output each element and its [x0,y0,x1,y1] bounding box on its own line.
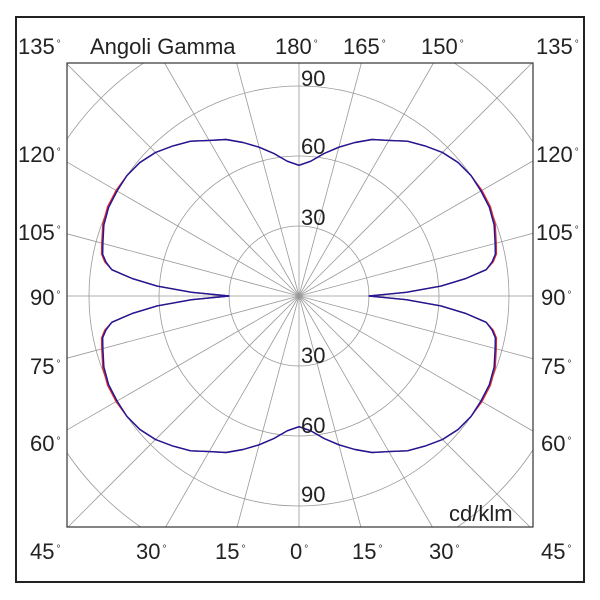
grid-spoke [67,63,300,297]
grid-spoke [67,295,300,359]
angle-label: 30 ° [429,539,460,564]
chart-title: Angoli Gamma [90,34,236,59]
grid-spoke [236,63,300,297]
angle-label: 135 ° [536,34,579,59]
grid-spoke [298,160,533,297]
grid-spoke [67,233,300,297]
angle-label: 90 ° [30,285,61,310]
angle-label: 180 ° [275,34,318,59]
grid-spoke [298,63,434,297]
grid-spoke [298,63,533,297]
angle-label: 120 ° [18,142,61,167]
grid-spoke [298,295,362,527]
radial-tick-label: 60 [301,134,326,159]
radial-tick-label: 90 [301,482,326,507]
angle-label: 120 ° [536,142,579,167]
angle-label: 60 ° [30,431,61,456]
grid-spoke [164,63,300,297]
angle-label: 135 ° [18,34,61,59]
radial-tick-label: 90 [301,66,326,91]
grid-spoke [67,295,300,527]
radial-tick-label: 60 [301,413,326,438]
grid-spoke [298,232,533,297]
angle-label: 0 ° [290,539,309,564]
chart-frame [15,16,585,583]
grid-spoke [298,295,531,527]
grid-spoke [298,295,433,527]
grid-spoke [67,295,300,431]
grid-spoke [298,295,533,360]
plot-box [66,62,534,528]
angle-label: 105 ° [536,220,579,245]
angle-label: 15 ° [215,539,246,564]
plot-area [67,63,533,527]
angle-label: 30 ° [136,539,167,564]
angle-label: 90 ° [541,285,572,310]
grid-spoke [298,295,533,432]
angle-label: 15 ° [352,539,383,564]
series-curve [102,138,496,454]
grid-spoke [165,295,300,527]
angle-label: 45 ° [541,539,572,564]
angle-label: 150 ° [421,34,464,59]
grid-spoke [236,295,300,527]
angle-label: 165 ° [343,34,386,59]
angle-label: 45 ° [30,539,61,564]
grid-spoke [67,161,300,297]
radial-tick-label: 30 [301,343,326,368]
radial-tick-label: 30 [301,205,326,230]
angle-label: 75 ° [30,354,61,379]
grid-spoke [298,63,362,297]
angle-label: 105 ° [18,220,61,245]
unit-label: cd/klm [449,501,513,526]
angle-label: 75 ° [541,354,572,379]
angle-label: 60 ° [541,431,572,456]
